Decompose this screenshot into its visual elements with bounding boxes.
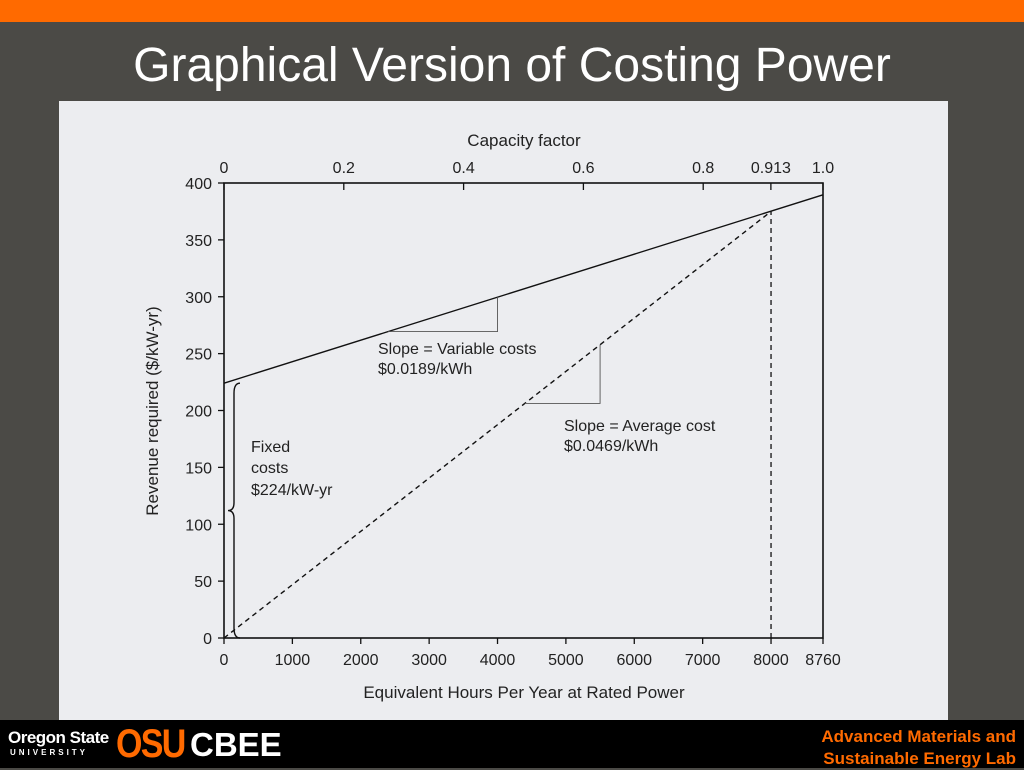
- average-slope-triangle: [524, 344, 601, 404]
- x2-tick-label: 0.6: [572, 160, 594, 177]
- y-tick-label: 200: [185, 404, 212, 421]
- average-slope-label: Slope = Average cost: [564, 418, 716, 435]
- x-tick-label: 1000: [275, 652, 311, 669]
- x-tick-label: 6000: [616, 652, 652, 669]
- x2-tick-label: 0: [220, 160, 229, 177]
- lab-label-line2: Sustainable Energy Lab: [823, 749, 1016, 768]
- x-axis-title: Equivalent Hours Per Year at Rated Power: [363, 683, 685, 702]
- total-cost-line: [223, 194, 824, 384]
- fixed-costs-value: $224/kW-yr: [251, 482, 333, 499]
- footer-bar: Oregon State UNIVERSITY OSU CBEE Advance…: [0, 720, 1024, 768]
- department-label: CBEE: [190, 726, 282, 763]
- y-axis-title: Revenue required ($/kW-yr): [143, 306, 162, 515]
- average-slope-value: $0.0469/kWh: [564, 438, 658, 455]
- x-tick-label: 2000: [343, 652, 379, 669]
- y-tick-label: 350: [185, 233, 212, 250]
- y-tick-label: 400: [185, 176, 212, 193]
- x-tick-label: 8000: [753, 652, 789, 669]
- university-wordmark: Oregon State UNIVERSITY: [8, 728, 109, 758]
- variable-slope-triangle: [388, 297, 498, 333]
- x2-tick-label: 0.4: [452, 160, 474, 177]
- y-tick-label: 300: [185, 290, 212, 307]
- y-tick-label: 150: [185, 460, 212, 477]
- lab-label-line1: Advanced Materials and: [821, 727, 1016, 746]
- x2-tick-label: 1.0: [812, 160, 834, 177]
- x-tick-label: 4000: [480, 652, 516, 669]
- x-tick-label: 3000: [411, 652, 447, 669]
- y-tick-label: 0: [203, 631, 212, 648]
- x-tick-label: 5000: [548, 652, 584, 669]
- y-tick-label: 50: [194, 574, 212, 591]
- fixed-costs-brace: [227, 382, 241, 639]
- x-tick-label: 0: [220, 652, 229, 669]
- x2-tick-label: 0.2: [333, 160, 355, 177]
- x2-tick-label: 0.8: [692, 160, 714, 177]
- plot-frame: [223, 182, 824, 639]
- x-tick-label: 8760: [805, 652, 841, 669]
- average-cost-line: [223, 210, 772, 639]
- y-tick-label: 100: [185, 517, 212, 534]
- osu-logo: OSU: [116, 722, 186, 766]
- variable-slope-label: Slope = Variable costs: [378, 341, 536, 358]
- lab-label: Advanced Materials and Sustainable Energ…: [756, 726, 1016, 770]
- variable-slope-value: $0.0189/kWh: [378, 361, 472, 378]
- y-tick-label: 250: [185, 347, 212, 364]
- fixed-costs-label-1: Fixed: [251, 439, 290, 456]
- fixed-costs-label-2: costs: [251, 460, 288, 477]
- chart-panel: 0 1000 2000 3000 4000 5000 6000 7000 8000 8760 0 50…: [59, 101, 948, 720]
- university-subtitle: UNIVERSITY: [10, 748, 89, 757]
- x2-tick-label: 0.913: [751, 160, 791, 177]
- slide-title: Graphical Version of Costing Power: [133, 39, 891, 92]
- top-accent-bar: [0, 0, 1024, 22]
- university-name: Oregon State: [8, 728, 109, 747]
- x2-axis-title: Capacity factor: [467, 131, 581, 150]
- x-tick-label: 7000: [685, 652, 721, 669]
- chart-svg: 0 1000 2000 3000 4000 5000 6000 7000 8000 8760050…: [143, 131, 841, 702]
